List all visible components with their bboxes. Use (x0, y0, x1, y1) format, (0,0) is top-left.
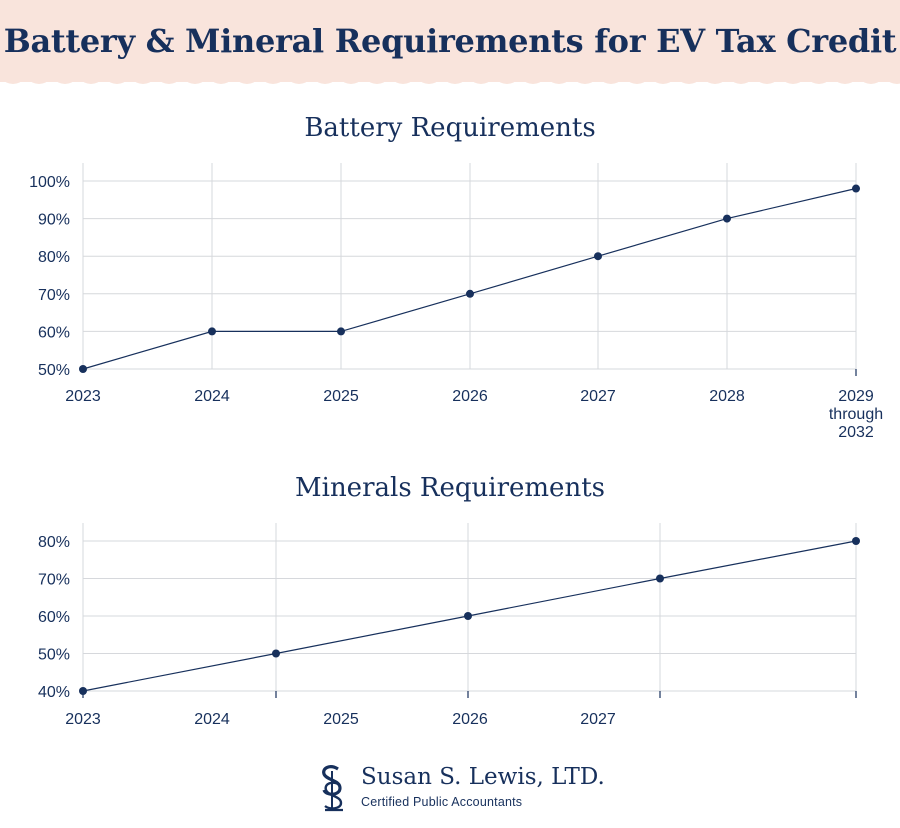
minerals-data-point-2 (464, 612, 472, 620)
minerals-data-point-3 (656, 574, 664, 583)
battery-ytick-label-1: 60% (38, 324, 70, 341)
minerals-xtick-label-4: 2027 (580, 711, 616, 728)
battery-xtick-label-1: 2024 (194, 388, 230, 405)
minerals-ytick-label-0: 40% (38, 684, 70, 701)
battery-data-point-0 (79, 365, 87, 373)
minerals-xtick-label-1: 2024 (194, 711, 230, 728)
minerals-ytick-label-1: 50% (38, 647, 70, 664)
ssl-logo-icon (322, 765, 343, 812)
minerals-ytick-label-2: 60% (38, 609, 70, 626)
company-tagline: Certified Public Accountants (361, 795, 523, 809)
battery-data-point-2 (337, 327, 345, 336)
minerals-data-point-0 (79, 687, 87, 695)
minerals-xtick-label-3: 2026 (452, 711, 488, 728)
minerals-ytick-label-4: 80% (38, 534, 70, 551)
battery-ytick-label-0: 50% (38, 362, 70, 379)
minerals-xtick-label-0: 2023 (65, 711, 101, 728)
battery-data-point-6 (852, 184, 860, 193)
battery-ytick-label-2: 70% (38, 287, 70, 304)
header-band (0, 0, 900, 82)
battery-data-point-4 (594, 252, 602, 261)
minerals-ytick-label-3: 70% (38, 572, 70, 589)
battery-chart: 50% 60% 70% 80% 90% 100% 2023 2024 2025 2026 2027 2… (29, 163, 883, 441)
minerals-data-point-1 (272, 649, 280, 658)
company-name: Susan S. Lewis, LTD. (361, 764, 605, 790)
battery-xtick-label-0: 2023 (65, 388, 101, 405)
battery-chart-title: Battery Requirements (304, 113, 596, 143)
minerals-xtick-label-2: 2025 (323, 711, 359, 728)
battery-xtick-label-2: 2025 (323, 388, 359, 405)
header-scallop-edge (0, 78, 900, 92)
battery-data-point-5 (723, 214, 731, 223)
minerals-chart: 40% 50% 60% 70% 80% 2023 2024 2025 2026 2027 (38, 523, 860, 728)
battery-ytick-label-3: 80% (38, 249, 70, 266)
battery-data-point-1 (208, 327, 216, 336)
page-title: Battery & Mineral Requirements for EV Ta… (3, 22, 897, 60)
battery-ytick-label-5: 100% (29, 174, 70, 191)
battery-ytick-label-4: 90% (38, 212, 70, 229)
battery-xtick-label-6: 2029 through 2032 (829, 388, 883, 441)
battery-data-point-3 (466, 289, 474, 298)
battery-xtick-label-5: 2028 (709, 388, 745, 405)
battery-xtick-label-4: 2027 (580, 388, 616, 405)
minerals-chart-title: Minerals Requirements (295, 473, 605, 503)
battery-xtick-label-3: 2026 (452, 388, 488, 405)
minerals-data-point-4 (852, 537, 860, 545)
